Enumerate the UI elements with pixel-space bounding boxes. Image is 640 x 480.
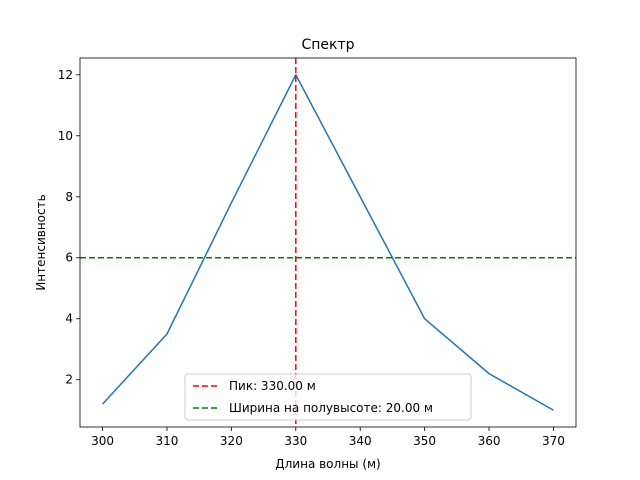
legend: Пик: 330.00 м Ширина на полувысоте: 20.00… — [184, 373, 472, 421]
chart-title: Спектр — [301, 37, 354, 53]
x-axis-label: Длина волны (м) — [275, 457, 381, 471]
y-tick-label: 10 — [58, 129, 73, 143]
plot-area: 300 310 320 330 340 350 360 370 2 4 6 8 10 12 — [58, 57, 577, 448]
legend-box — [184, 373, 472, 421]
y-tick-label: 8 — [65, 190, 73, 204]
x-tick-label: 370 — [542, 434, 565, 448]
series-line — [101, 74, 554, 411]
x-tick-label: 320 — [220, 434, 243, 448]
x-tick-label: 310 — [156, 434, 179, 448]
axes-frame — [79, 57, 577, 428]
y-tick-label: 12 — [58, 68, 73, 82]
x-tick-label: 360 — [478, 434, 501, 448]
x-tick-label: 300 — [91, 434, 114, 448]
y-tick-label: 2 — [65, 373, 73, 387]
y-tick-label: 4 — [65, 312, 73, 326]
legend-entry: Ширина на полувысоте: 20.00 м — [229, 401, 433, 415]
y-tick-label: 6 — [65, 251, 73, 265]
y-axis-label: Интенсивность — [34, 194, 48, 290]
x-tick-label: 350 — [413, 434, 436, 448]
legend-entry: Пик: 330.00 м — [229, 379, 316, 393]
x-tick-label: 340 — [349, 434, 372, 448]
x-tick-label: 330 — [284, 434, 307, 448]
